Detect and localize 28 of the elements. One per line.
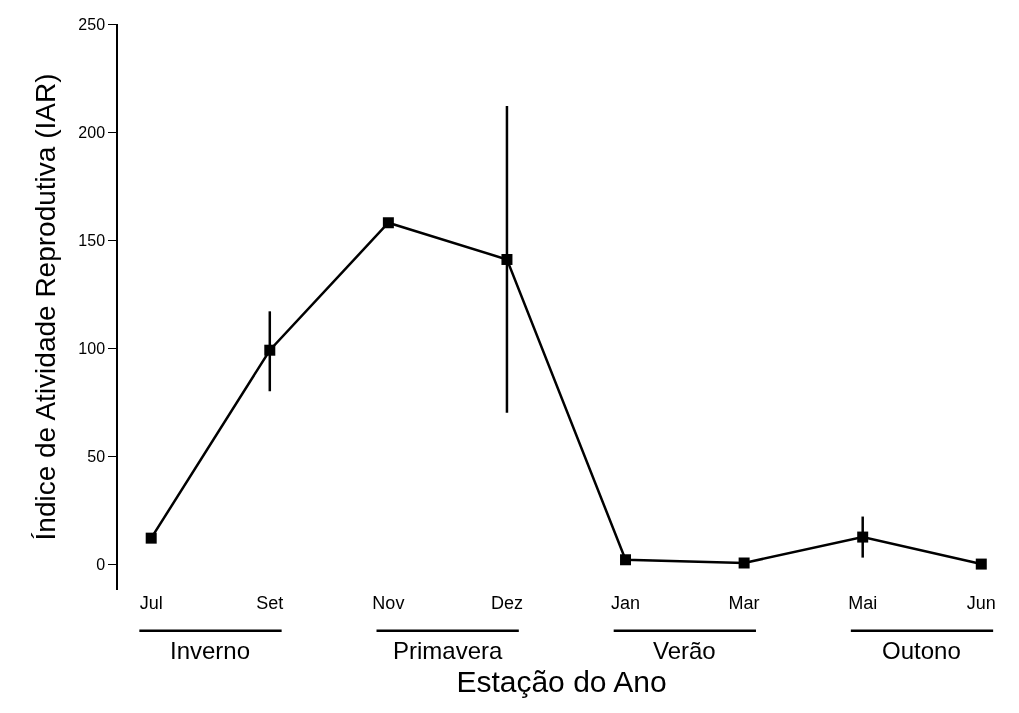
x-tick-label: Mai: [848, 593, 878, 613]
x-tick-label: Nov: [372, 593, 405, 613]
y-tick-label: 250: [78, 15, 106, 33]
x-tick-label: Set: [256, 593, 284, 613]
x-tick-label: Dez: [490, 593, 523, 613]
point: [264, 344, 276, 356]
text: Outono: [882, 637, 961, 664]
point: [857, 531, 869, 543]
point: [738, 557, 750, 569]
point: [620, 554, 632, 566]
x-tick-label: Jul: [139, 593, 163, 613]
point: [145, 532, 157, 544]
y-tick-label: 200: [78, 123, 106, 141]
y-tick-label: 0: [96, 555, 106, 573]
x-axis-title: Estação do Ano: [456, 664, 667, 698]
x-tick-label: Mar: [728, 593, 760, 613]
point: [501, 253, 513, 265]
y-tick-label: 100: [78, 339, 106, 357]
y-tick-label: 50: [87, 447, 106, 465]
text: Inverno: [170, 637, 251, 664]
y-tick-label: 150: [78, 231, 106, 249]
y-axis-title: Índice de Atividade Reprodutiva (IAR): [29, 73, 61, 541]
point: [382, 217, 394, 229]
text: Primavera: [393, 637, 504, 664]
x-tick-label: Jun: [966, 593, 996, 613]
x-tick-label: Jan: [611, 593, 641, 613]
point: [975, 558, 987, 570]
text: Verão: [653, 637, 716, 664]
